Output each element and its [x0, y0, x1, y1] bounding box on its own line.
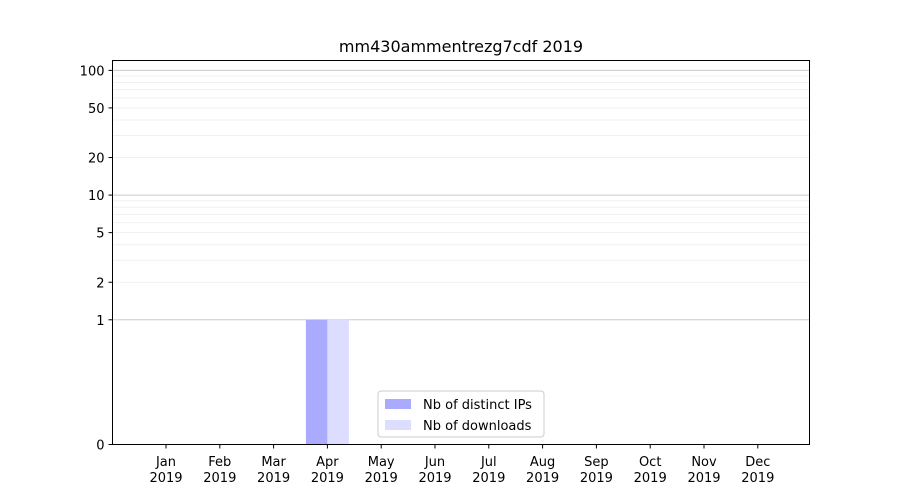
- x-tick-label-year: 2019: [472, 471, 505, 486]
- legend-swatch-downloads: [385, 420, 411, 430]
- x-tick-label-month: Nov: [691, 455, 717, 470]
- x-tick-label-year: 2019: [203, 471, 236, 486]
- bars: [305, 319, 349, 445]
- x-tick-label-month: Jan: [155, 455, 176, 470]
- y-tick-label: 2: [96, 276, 104, 291]
- x-tick-label-month: Sep: [584, 455, 609, 470]
- plot-frame: [112, 60, 810, 445]
- legend-swatch-distinct-ips: [385, 399, 411, 409]
- y-tick-label: 50: [88, 102, 105, 117]
- x-tick-label-month: Oct: [639, 455, 661, 470]
- x-axis: Jan2019Feb2019Mar2019Apr2019May2019Jun20…: [149, 444, 774, 486]
- x-tick-label-year: 2019: [741, 471, 774, 486]
- x-tick-label-month: May: [368, 455, 395, 470]
- x-tick-label-month: Dec: [745, 455, 770, 470]
- x-tick-label-month: Jul: [480, 455, 497, 470]
- y-tick-label: 10: [88, 189, 105, 204]
- y-tick-label: 100: [80, 64, 105, 79]
- legend: Nb of distinct IPs Nb of downloads: [377, 390, 545, 438]
- bar-downloads: [327, 319, 349, 445]
- grid-lines: [112, 69, 810, 321]
- legend-box: [377, 390, 545, 438]
- legend-label-distinct-ips: Nb of distinct IPs: [423, 398, 532, 413]
- y-axis: 0 1 2 5 10 20 50 100: [80, 64, 113, 454]
- bar-distinct-ips: [305, 319, 328, 445]
- x-tick-label-year: 2019: [526, 471, 559, 486]
- x-tick-label-year: 2019: [257, 471, 290, 486]
- x-tick-label-month: Feb: [208, 455, 231, 470]
- x-tick-label-year: 2019: [580, 471, 613, 486]
- x-tick-label-month: Apr: [316, 455, 339, 470]
- x-tick-label-month: Jun: [424, 455, 445, 470]
- chart-title: mm430ammentrezg7cdf 2019: [339, 37, 583, 56]
- x-tick-label-year: 2019: [365, 471, 398, 486]
- x-tick-label-year: 2019: [418, 471, 451, 486]
- y-tick-label: 20: [88, 152, 105, 167]
- x-tick-label-year: 2019: [311, 471, 344, 486]
- legend-label-downloads: Nb of downloads: [423, 419, 532, 434]
- y-tick-label: 1: [96, 314, 104, 329]
- x-tick-label-month: Mar: [261, 455, 286, 470]
- y-tick-label: 0: [96, 439, 104, 454]
- x-tick-label-year: 2019: [634, 471, 667, 486]
- x-tick-label-year: 2019: [149, 471, 182, 486]
- y-tick-label: 5: [96, 227, 104, 242]
- x-tick-label-month: Aug: [530, 455, 555, 470]
- x-tick-label-year: 2019: [687, 471, 720, 486]
